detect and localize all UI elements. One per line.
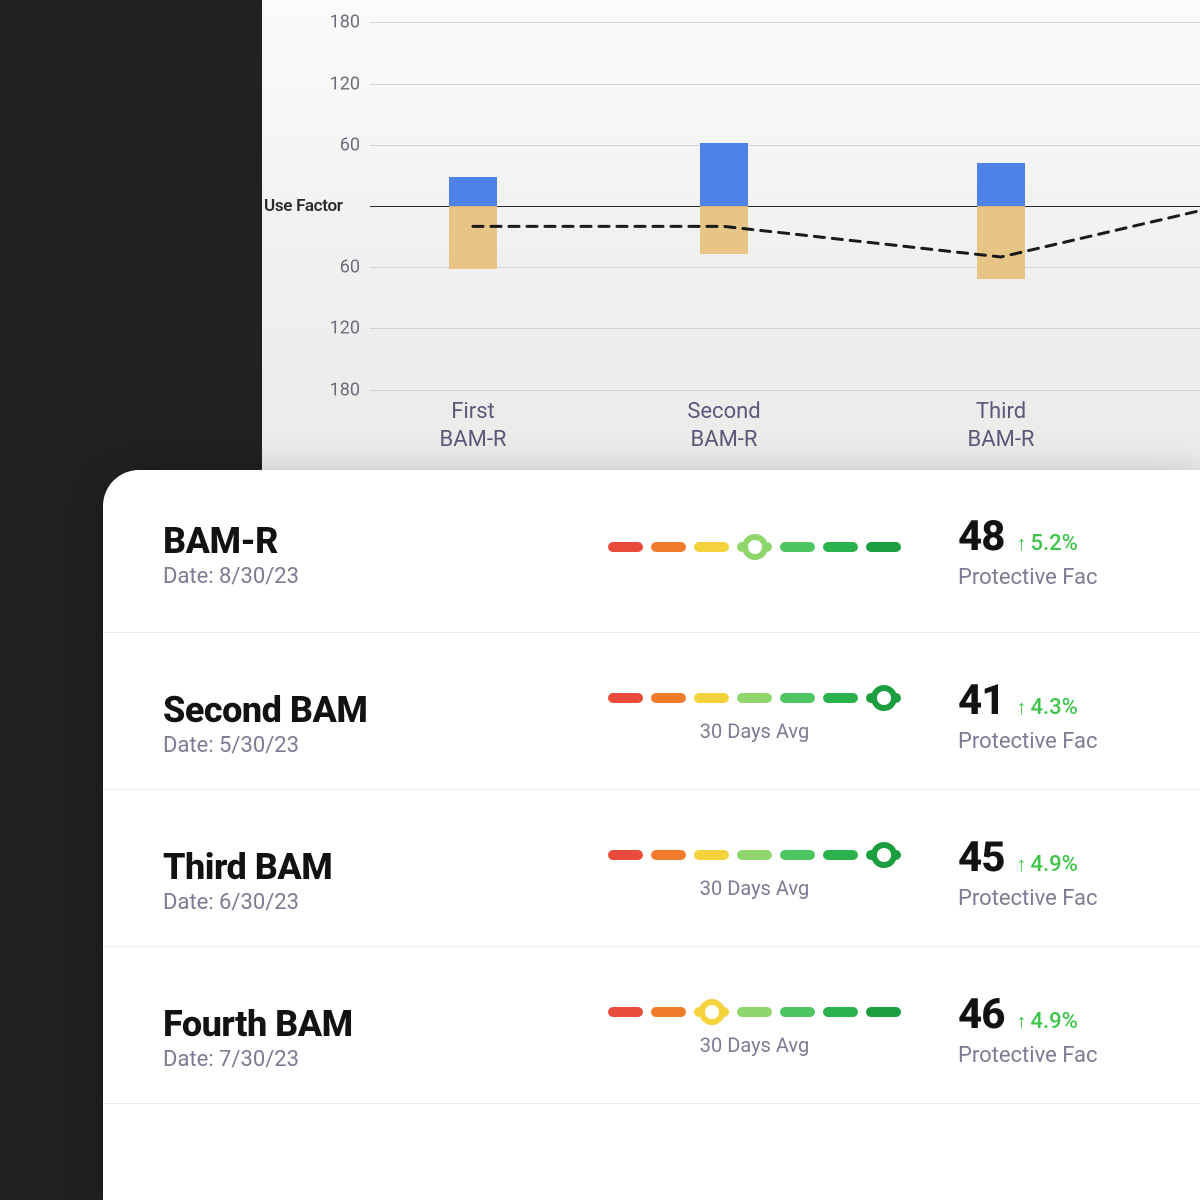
score-value: 45 <box>958 833 1004 882</box>
scale-marker <box>699 999 725 1025</box>
assessment-list-card: BAM-RDate: 8/30/2348↑5.2%Protective FacS… <box>103 470 1200 1200</box>
scale-segment <box>737 1007 772 1017</box>
scale-segment <box>780 542 815 552</box>
scale-segment <box>651 693 686 703</box>
delta-percent: 4.9% <box>1030 1009 1077 1034</box>
scale-segment <box>780 1007 815 1017</box>
scale-segment <box>823 542 858 552</box>
arrow-up-icon: ↑ <box>1016 854 1026 874</box>
scale-segment <box>651 542 686 552</box>
assessment-row[interactable]: BAM-RDate: 8/30/23 48 ↑5.2% Protective Fac <box>103 470 1200 633</box>
scale-segment <box>823 1007 858 1017</box>
y-tick-label: 180 <box>300 12 360 33</box>
score-value: 41 <box>958 676 1004 725</box>
score-value: 46 <box>958 990 1004 1039</box>
score-block: 45 ↑4.9% Protective Fac <box>958 833 1098 911</box>
scale-segment <box>608 693 643 703</box>
assessment-title: BAM-R <box>163 520 278 562</box>
assessment-date: Date: 7/30/23 <box>163 1047 299 1072</box>
score-delta: ↑5.2% <box>1016 531 1077 556</box>
scale-segment <box>694 693 729 703</box>
scale-segment <box>866 1007 901 1017</box>
scale-segment <box>694 850 729 860</box>
scale-segment <box>694 542 729 552</box>
scale-caption: 30 Days Avg <box>608 876 901 900</box>
delta-percent: 5.2% <box>1030 531 1077 556</box>
score-block: 48 ↑5.2% Protective Fac <box>958 512 1098 590</box>
assessment-row[interactable]: Third BAMDate: 6/30/23 30 Days Avg 45 ↑4.9%… <box>103 790 1200 947</box>
scale-segment <box>651 1007 686 1017</box>
y-tick-label: 180 <box>300 379 360 400</box>
delta-percent: 4.9% <box>1030 852 1077 877</box>
scale-segment <box>737 693 772 703</box>
assessment-title: Second BAM <box>163 689 367 731</box>
score-delta: ↑4.3% <box>1016 695 1077 720</box>
scale-segment <box>866 542 901 552</box>
arrow-up-icon: ↑ <box>1016 1011 1026 1031</box>
assessment-title: Fourth BAM <box>163 1003 353 1045</box>
score-caption: Protective Fac <box>958 1043 1098 1068</box>
scale-segment <box>823 693 858 703</box>
scale-segment <box>780 693 815 703</box>
scale-caption: 30 Days Avg <box>608 1033 901 1057</box>
score-scale: 30 Days Avg <box>608 693 901 743</box>
score-scale: 30 Days Avg <box>608 1007 901 1057</box>
y-tick-label: 120 <box>300 318 360 339</box>
assessment-date: Date: 8/30/23 <box>163 564 299 589</box>
arrow-up-icon: ↑ <box>1016 697 1026 717</box>
score-delta: ↑4.9% <box>1016 852 1077 877</box>
scale-segment <box>823 850 858 860</box>
scale-segment <box>737 850 772 860</box>
score-block: 41 ↑4.3% Protective Fac <box>958 676 1098 754</box>
assessment-row[interactable]: Fourth BAMDate: 7/30/23 30 Days Avg 46 ↑4.9… <box>103 947 1200 1104</box>
score-scale <box>608 542 901 552</box>
y-tick-label: 60 <box>300 134 360 155</box>
scale-segment <box>608 542 643 552</box>
assessment-date: Date: 5/30/23 <box>163 733 299 758</box>
score-caption: Protective Fac <box>958 886 1098 911</box>
scale-marker <box>742 534 768 560</box>
scale-marker <box>871 685 897 711</box>
score-delta: ↑4.9% <box>1016 1009 1077 1034</box>
y-tick-label: 60 <box>300 257 360 278</box>
assessment-row[interactable]: Second BAMDate: 5/30/23 30 Days Avg 41 ↑4.3… <box>103 633 1200 790</box>
chart-panel: Use Factor 6012018060120180FirstBAM-RSec… <box>262 0 1200 530</box>
y-tick-label: 120 <box>300 73 360 94</box>
score-value: 48 <box>958 512 1004 561</box>
scale-segment <box>608 850 643 860</box>
score-scale: 30 Days Avg <box>608 850 901 900</box>
scale-segment <box>780 850 815 860</box>
assessment-title: Third BAM <box>163 846 332 888</box>
chart-plot-area: Use Factor 6012018060120180FirstBAM-RSec… <box>370 0 1200 530</box>
assessment-date: Date: 6/30/23 <box>163 890 299 915</box>
y-axis-label: Use Factor <box>264 196 343 216</box>
delta-percent: 4.3% <box>1030 695 1077 720</box>
trend-line <box>370 0 1200 530</box>
score-caption: Protective Fac <box>958 565 1098 590</box>
scale-segment <box>651 850 686 860</box>
score-block: 46 ↑4.9% Protective Fac <box>958 990 1098 1068</box>
scale-segment <box>608 1007 643 1017</box>
scale-caption: 30 Days Avg <box>608 719 901 743</box>
arrow-up-icon: ↑ <box>1016 533 1026 553</box>
score-caption: Protective Fac <box>958 729 1098 754</box>
scale-marker <box>871 842 897 868</box>
